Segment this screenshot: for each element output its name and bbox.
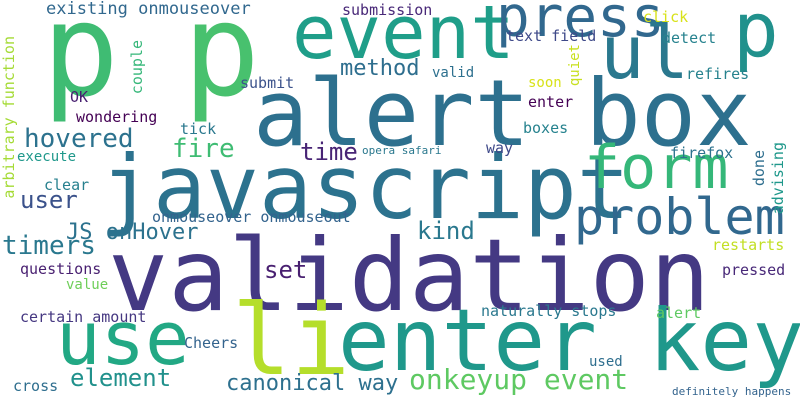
word-definitely-happens: definitely happens	[672, 385, 792, 398]
word-alert: alert	[656, 304, 702, 322]
word-timers: timers	[2, 231, 96, 261]
word-valid: valid	[432, 65, 475, 81]
word-naturally-stops: naturally stops	[481, 302, 617, 320]
word-execute: execute	[17, 149, 77, 165]
word-event: event	[292, 0, 515, 76]
word-user: user	[20, 186, 78, 214]
word-alert-box: alert box	[253, 60, 752, 167]
word-tick: tick	[180, 120, 217, 138]
word-method: method	[340, 56, 420, 81]
word-boxes: boxes	[523, 119, 569, 137]
word-problem: problem	[574, 188, 785, 246]
word-pressed: pressed	[722, 261, 786, 279]
word-time: time	[300, 138, 358, 166]
word-js-onhover: JS onHover	[66, 220, 199, 245]
word-opera-safari: opera safari	[362, 144, 442, 157]
word-enter-key: enter key	[338, 291, 800, 391]
word-set: set	[264, 256, 308, 284]
word-javascript: javascript	[100, 136, 630, 239]
word-p: p	[183, 0, 261, 126]
word-couple: couple	[128, 40, 146, 95]
word-fire: fire	[172, 134, 235, 164]
word-firefox: firefox	[670, 144, 734, 162]
word-refires: refires	[686, 65, 750, 83]
word-detect: detect	[662, 29, 717, 47]
word-ul: ul	[600, 10, 690, 96]
word-click: click	[643, 8, 689, 26]
word-canonical-way: canonical way	[226, 371, 399, 396]
word-value: value	[66, 277, 109, 293]
word-kind: kind	[417, 217, 475, 245]
word-done: done	[750, 150, 768, 187]
word-cross: cross	[13, 377, 59, 395]
word-soon: soon	[528, 75, 562, 91]
word-cheers: Cheers	[184, 334, 239, 352]
word-used: used	[589, 354, 623, 370]
word-enter: enter	[528, 93, 574, 111]
word-use: use	[56, 296, 190, 382]
word-wondering: wondering	[76, 108, 158, 126]
word-p: p	[733, 0, 779, 74]
word-advising: advising	[769, 142, 787, 215]
word-validation: validation	[108, 217, 711, 334]
word-clear: clear	[44, 176, 90, 194]
word-questions: questions	[20, 260, 102, 278]
word-submission: submission	[342, 1, 433, 19]
word-ok: OK	[70, 88, 89, 106]
word-form: form	[584, 133, 729, 203]
word-certain-amount: certain amount	[20, 308, 147, 326]
word-onmouseover-onmouseout: onmouseover onmouseout	[152, 208, 351, 226]
word-onkeyup-event: onkeyup event	[409, 363, 629, 396]
word-existing-onmouseover: existing onmouseover	[46, 0, 251, 19]
word-restarts: restarts	[712, 236, 785, 254]
word-element: element	[70, 364, 172, 392]
word-p: p	[42, 0, 120, 126]
word-hovered: hovered	[24, 124, 134, 154]
word-quiet: quiet	[567, 44, 583, 87]
word-press: press	[496, 0, 665, 50]
word-text-field: text field	[506, 27, 597, 45]
word-submit: submit	[240, 74, 295, 92]
word-li: li	[232, 284, 351, 398]
word-arbitrary-function: arbitrary function	[0, 36, 18, 199]
word-way: way	[486, 139, 514, 157]
